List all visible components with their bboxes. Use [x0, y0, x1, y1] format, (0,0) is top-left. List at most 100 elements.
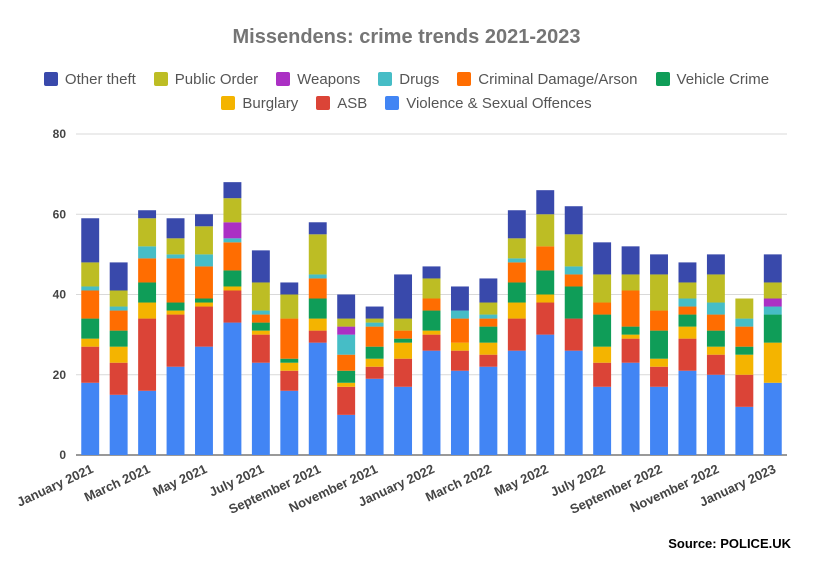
bar-segment-vehicle-crime: [706, 330, 725, 347]
bar-segment-violence-sexual-offences: [280, 390, 299, 455]
bar-segment-public-order: [81, 262, 100, 287]
bar-segment-violence-sexual-offences: [166, 366, 185, 455]
bar-segment-public-order: [195, 226, 213, 255]
bar-segment-asb: [450, 350, 469, 371]
legend-swatch: [457, 72, 472, 86]
bar-segment-drugs: [365, 322, 384, 327]
bar-segment-other-theft: [536, 190, 555, 215]
bar-segment-criminal-damage-arson: [394, 330, 413, 339]
bar-segment-other-theft: [166, 218, 185, 239]
bar-segment-criminal-damage-arson: [251, 314, 270, 323]
bar-segment-public-order: [621, 274, 640, 291]
bar-segment-other-theft: [678, 262, 697, 283]
bar-segment-public-order: [735, 298, 754, 319]
bar-segment-vehicle-crime: [650, 330, 668, 359]
bar-segment-other-theft: [621, 246, 640, 275]
bar-segment-criminal-damage-arson: [564, 274, 583, 287]
legend-swatch: [43, 72, 58, 86]
bar-segment-drugs: [195, 254, 213, 267]
bar-segment-drugs: [479, 314, 498, 319]
bar-segment-violence-sexual-offences: [450, 370, 469, 455]
bar-segment-criminal-damage-arson: [621, 290, 640, 327]
bar-segment-vehicle-crime: [735, 346, 754, 355]
bar-segment-vehicle-crime: [564, 286, 583, 319]
bar-segment-criminal-damage-arson: [109, 310, 128, 331]
bar-segment-drugs: [223, 238, 242, 243]
bar-segment-public-order: [280, 294, 299, 319]
bar-segment-burglary: [223, 286, 242, 291]
bar-segment-public-order: [507, 238, 526, 259]
bar-segment-public-order: [251, 282, 270, 311]
bar-segment-violence-sexual-offences: [678, 370, 697, 455]
bar-segment-other-theft: [564, 206, 583, 235]
bar-segment-burglary: [138, 302, 157, 319]
bar-segment-public-order: [394, 318, 413, 331]
bar-segment-criminal-damage-arson: [365, 326, 384, 347]
bar-segment-public-order: [109, 290, 128, 307]
bar-segment-criminal-damage-arson: [735, 326, 754, 347]
bar-segment-asb: [507, 318, 526, 351]
bar-segment-asb: [166, 314, 185, 367]
bar-segment-drugs: [735, 318, 754, 327]
bar-segment-violence-sexual-offences: [422, 350, 441, 455]
source-note: Source: POLICE.UK: [668, 536, 791, 551]
bar-segment-vehicle-crime: [138, 282, 157, 303]
bar-segment-violence-sexual-offences: [564, 350, 583, 455]
bar-segment-drugs: [109, 306, 128, 311]
bar-segment-criminal-damage-arson: [195, 266, 213, 299]
bar-segment-burglary: [479, 342, 498, 355]
x-tick-label: March 2022: [423, 461, 494, 505]
bar-segment-criminal-damage-arson: [138, 258, 157, 283]
legend-item-criminal-damage-arson: Criminal Damage/Arson: [457, 68, 638, 92]
bar-segment-drugs: [337, 334, 356, 355]
y-tick-label: 80: [53, 127, 67, 141]
bar-segment-asb: [422, 334, 441, 351]
bar-segment-burglary: [251, 330, 270, 335]
bar-segment-drugs: [507, 258, 526, 263]
bar-segment-asb: [138, 318, 157, 391]
legend-label: Violence & Sexual Offences: [406, 95, 592, 112]
bar-segment-burglary: [365, 358, 384, 367]
bar-segment-violence-sexual-offences: [365, 378, 384, 455]
bar-segment-vehicle-crime: [280, 358, 299, 363]
chart-title: Missendens: crime trends 2021-2023: [232, 26, 581, 48]
bar-segment-vehicle-crime: [365, 346, 384, 359]
bar-segment-other-theft: [593, 242, 612, 275]
legend-item-burglary: Burglary: [221, 92, 298, 116]
legend-swatch: [276, 72, 291, 86]
bar-segment-criminal-damage-arson: [81, 290, 100, 319]
bar-segment-drugs: [251, 310, 270, 315]
bar-segment-other-theft: [365, 306, 384, 319]
legend-item-other-theft: Other theft: [43, 68, 136, 92]
bar-segment-public-order: [422, 278, 441, 299]
bar-segment-public-order: [763, 282, 782, 299]
bar-segment-vehicle-crime: [337, 370, 356, 383]
bar-segment-other-theft: [337, 294, 356, 319]
bar-segment-asb: [195, 306, 213, 347]
legend-label: ASB: [337, 95, 368, 112]
bar-segment-asb: [109, 362, 128, 395]
x-tick-label: March 2021: [82, 461, 153, 505]
bar-segment-vehicle-crime: [166, 302, 185, 311]
bar-segment-other-theft: [81, 218, 100, 263]
bar-segment-public-order: [223, 198, 242, 223]
bar-segment-burglary: [195, 302, 213, 307]
legend-swatch: [655, 72, 670, 86]
bar-segment-burglary: [337, 382, 356, 387]
bar-segment-other-theft: [280, 282, 299, 295]
bar-segment-violence-sexual-offences: [394, 386, 413, 455]
bar-segment-other-theft: [650, 254, 668, 275]
bar-segment-vehicle-crime: [223, 270, 242, 287]
bar-segment-public-order: [678, 282, 697, 299]
bar-segment-criminal-damage-arson: [706, 314, 725, 331]
bar-segment-criminal-damage-arson: [650, 310, 668, 331]
bar-segment-other-theft: [308, 222, 327, 235]
bar-segment-public-order: [536, 214, 555, 247]
bar-segment-drugs: [450, 310, 469, 319]
bar-segment-vehicle-crime: [109, 330, 128, 347]
bar-segment-other-theft: [706, 254, 725, 275]
bar-segment-other-theft: [195, 214, 213, 227]
bar-segment-criminal-damage-arson: [422, 298, 441, 311]
y-tick-label: 40: [53, 288, 67, 302]
bar-segment-vehicle-crime: [422, 310, 441, 331]
